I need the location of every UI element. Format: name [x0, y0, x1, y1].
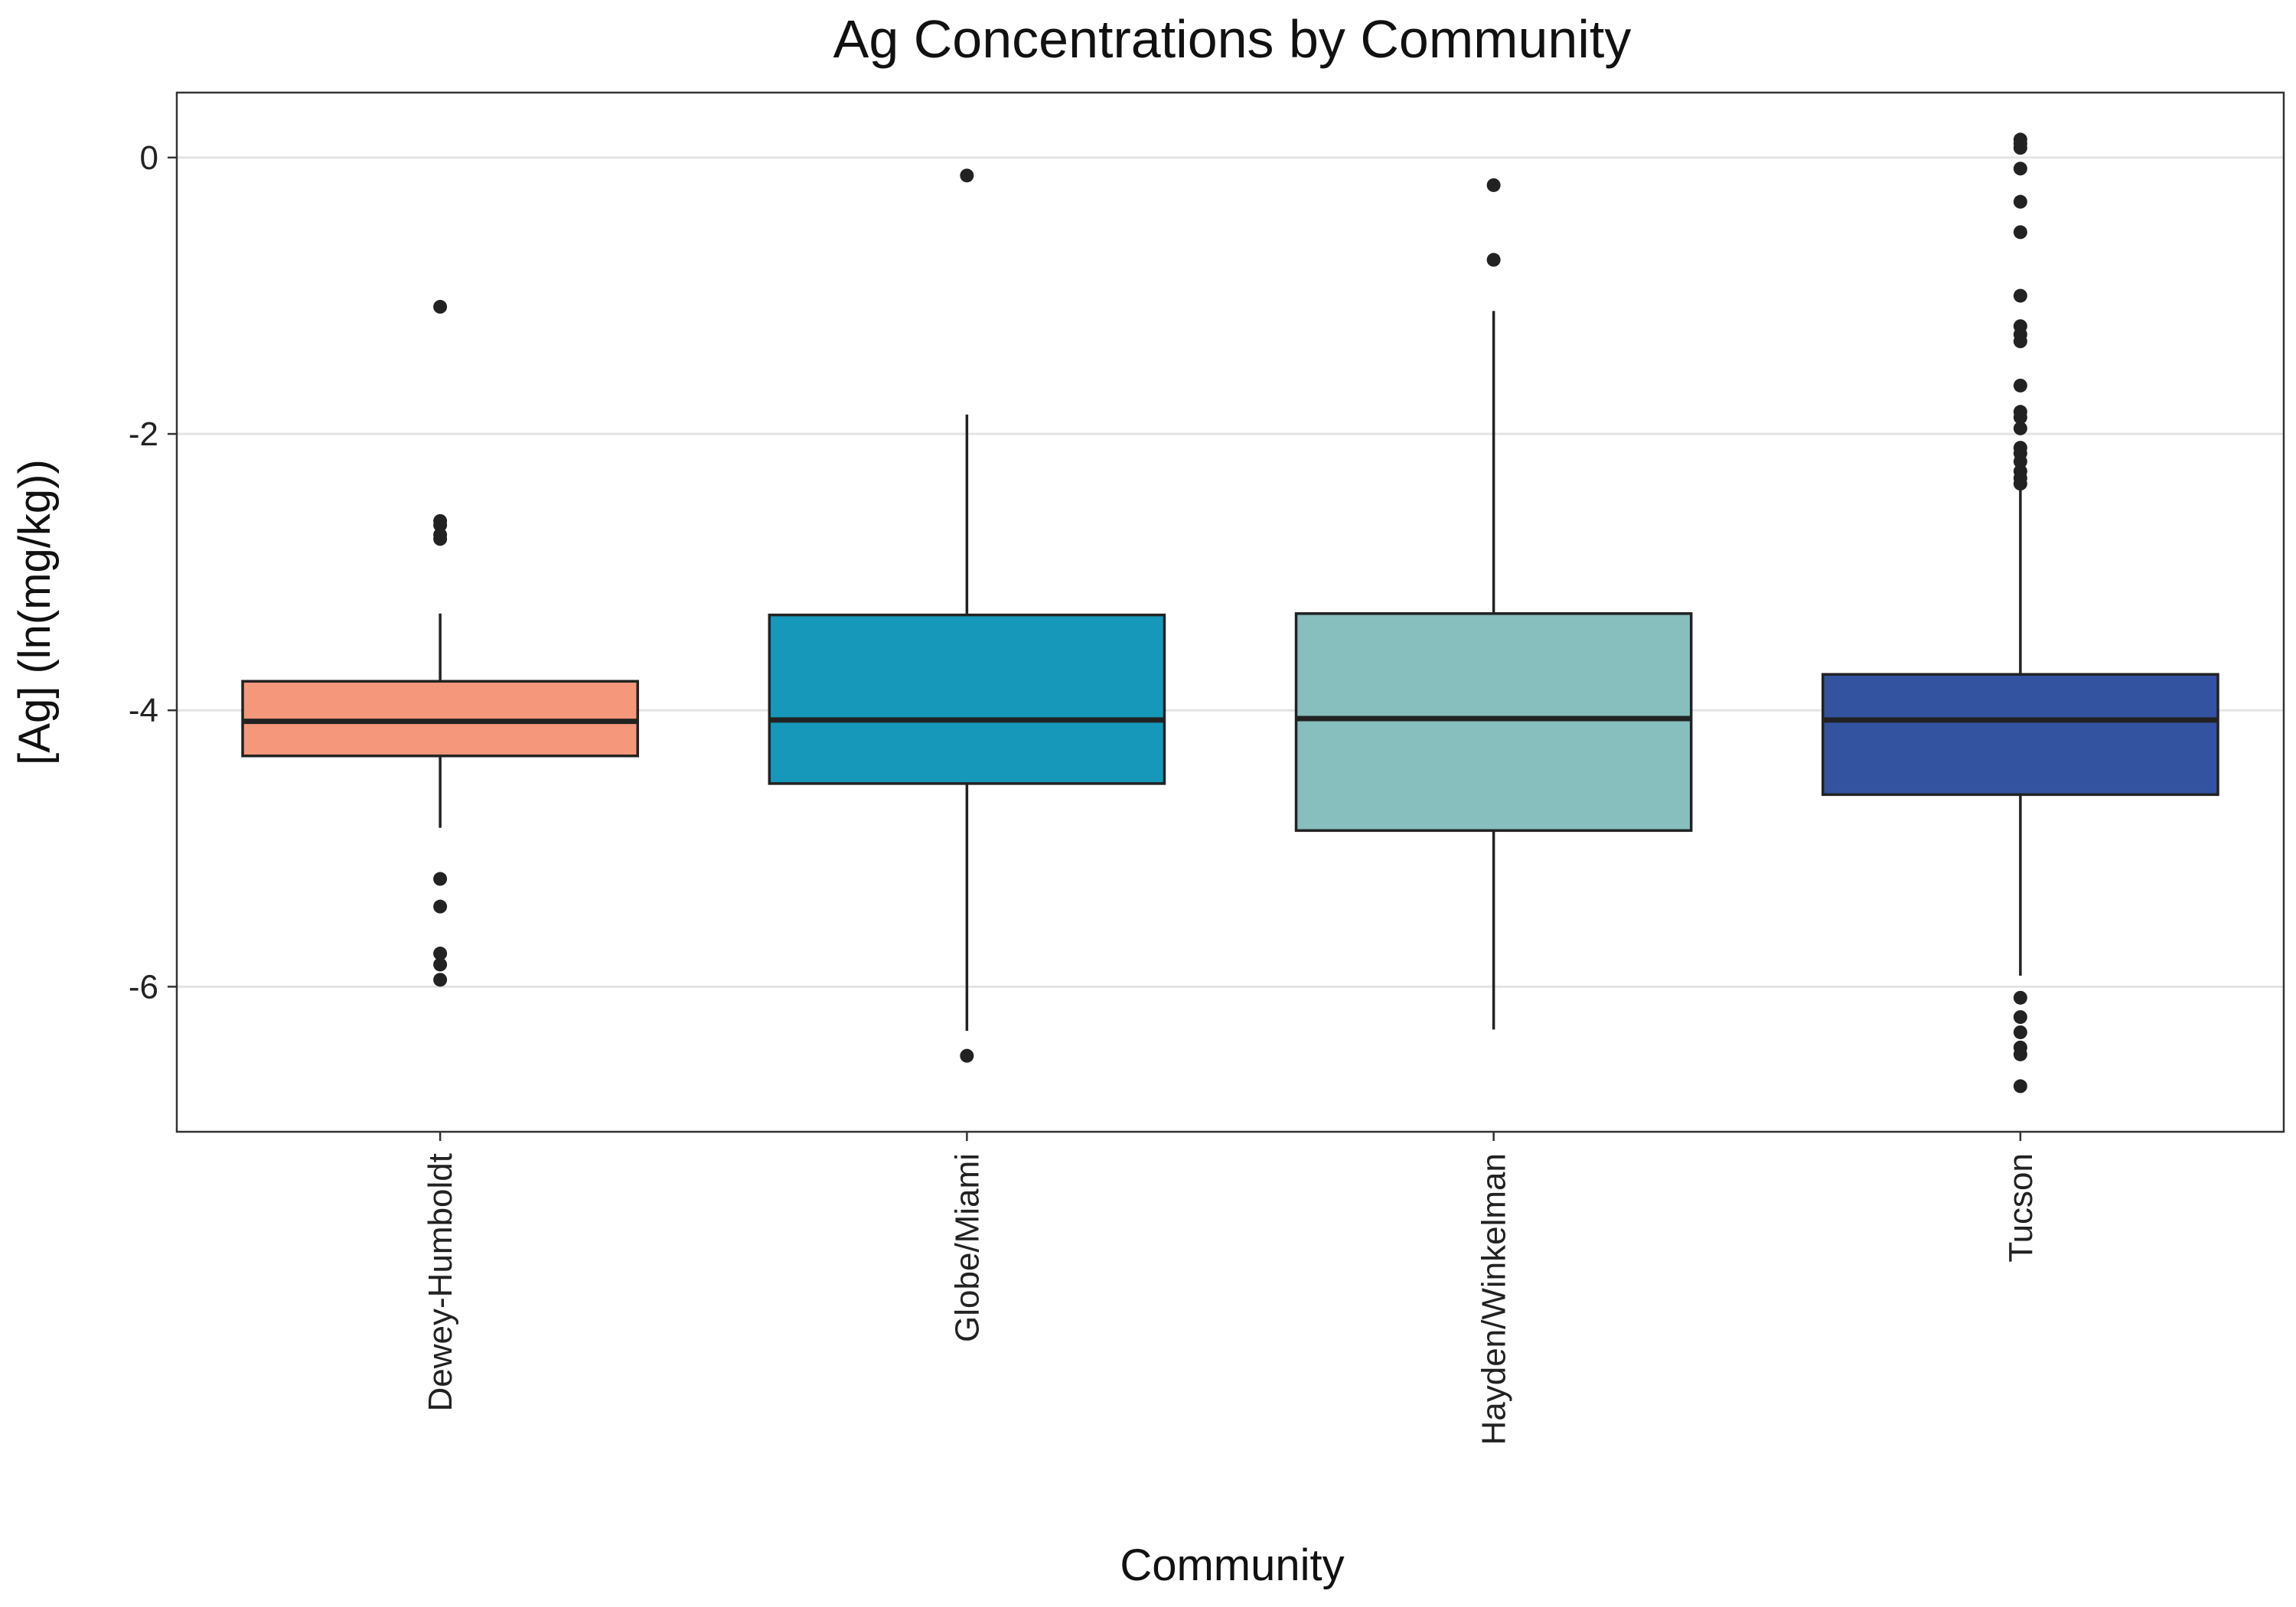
outlier-point-3-19 — [2013, 477, 2027, 491]
box-3 — [1821, 132, 2219, 1094]
outlier-point-1-0 — [960, 168, 974, 183]
box-1 — [768, 168, 1166, 1063]
outlier-point-0-6 — [433, 899, 448, 914]
plot-panel-border — [175, 91, 2285, 1133]
outlier-point-3-9 — [2013, 334, 2027, 349]
y-axis: 0 -2 -4 -6 — [129, 139, 177, 1006]
y-tick-label-2: -4 — [129, 692, 158, 729]
outlier-point-3-25 — [2013, 1079, 2027, 1094]
outlier-point-0-5 — [433, 872, 448, 886]
outlier-point-3-3 — [2013, 161, 2027, 176]
outlier-point-3-10 — [2013, 378, 2027, 393]
x-tick-label-1: Globe/Miami — [948, 1153, 986, 1342]
outlier-point-0-7 — [433, 947, 448, 961]
box-0 — [241, 299, 639, 987]
outlier-point-3-16 — [2013, 455, 2027, 469]
box-body-3 — [1821, 673, 2219, 797]
outlier-point-3-12 — [2013, 410, 2027, 425]
x-tick-label-3: Tucson — [2002, 1153, 2040, 1263]
outlier-point-3-5 — [2013, 225, 2027, 240]
outlier-point-3-24 — [2013, 1047, 2027, 1061]
chart-title: Ag Concentrations by Community — [833, 9, 1632, 69]
outlier-point-1-1 — [960, 1048, 974, 1063]
x-tick-label-0: Dewey-Humboldt — [422, 1153, 459, 1411]
outlier-point-3-2 — [2013, 141, 2027, 155]
x-tick-label-2: Hayden/Winkelman — [1476, 1153, 1513, 1446]
box-body-1 — [768, 613, 1166, 785]
box-series — [241, 132, 2219, 1094]
outlier-point-0-8 — [433, 957, 448, 972]
outlier-point-3-4 — [2013, 194, 2027, 209]
outlier-point-2-0 — [1486, 178, 1501, 192]
outlier-point-2-1 — [1486, 253, 1501, 267]
x-axis: Dewey-Humboldt Globe/Miami Hayden/Winkelma… — [422, 1132, 2040, 1446]
y-tick-label-0: 0 — [140, 139, 158, 177]
outlier-point-3-6 — [2013, 288, 2027, 303]
outlier-point-0-0 — [433, 299, 448, 314]
outlier-point-3-22 — [2013, 1025, 2027, 1039]
outlier-point-3-20 — [2013, 990, 2027, 1005]
y-tick-label-1: -2 — [129, 416, 158, 453]
box-2 — [1294, 178, 1693, 1030]
box-body-0 — [241, 680, 639, 758]
y-axis-title: [Ag] (ln(mg/kg)) — [10, 459, 60, 765]
gridlines — [177, 156, 2284, 988]
box-body-2 — [1294, 612, 1693, 833]
outlier-point-0-4 — [433, 532, 448, 546]
outlier-point-0-9 — [433, 973, 448, 987]
y-tick-label-3: -6 — [129, 968, 158, 1006]
outlier-point-0-2 — [433, 518, 448, 533]
outlier-point-3-13 — [2013, 421, 2027, 435]
x-axis-title: Community — [1120, 1540, 1344, 1590]
outlier-point-3-21 — [2013, 1010, 2027, 1025]
